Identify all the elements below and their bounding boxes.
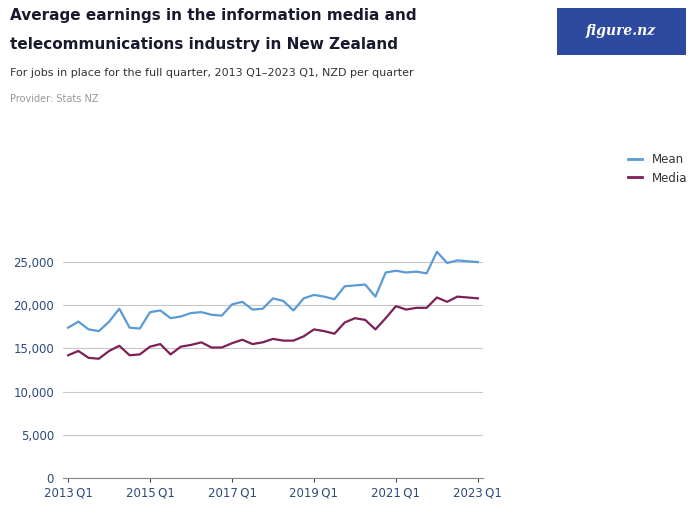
- Text: figure.nz: figure.nz: [586, 25, 657, 38]
- Text: For jobs in place for the full quarter, 2013 Q1–2023 Q1, NZD per quarter: For jobs in place for the full quarter, …: [10, 68, 414, 78]
- Text: Provider: Stats NZ: Provider: Stats NZ: [10, 94, 99, 104]
- Text: Average earnings in the information media and: Average earnings in the information medi…: [10, 8, 417, 23]
- Legend: Mean, Media: Mean, Media: [628, 153, 687, 185]
- Text: telecommunications industry in New Zealand: telecommunications industry in New Zeala…: [10, 37, 398, 52]
